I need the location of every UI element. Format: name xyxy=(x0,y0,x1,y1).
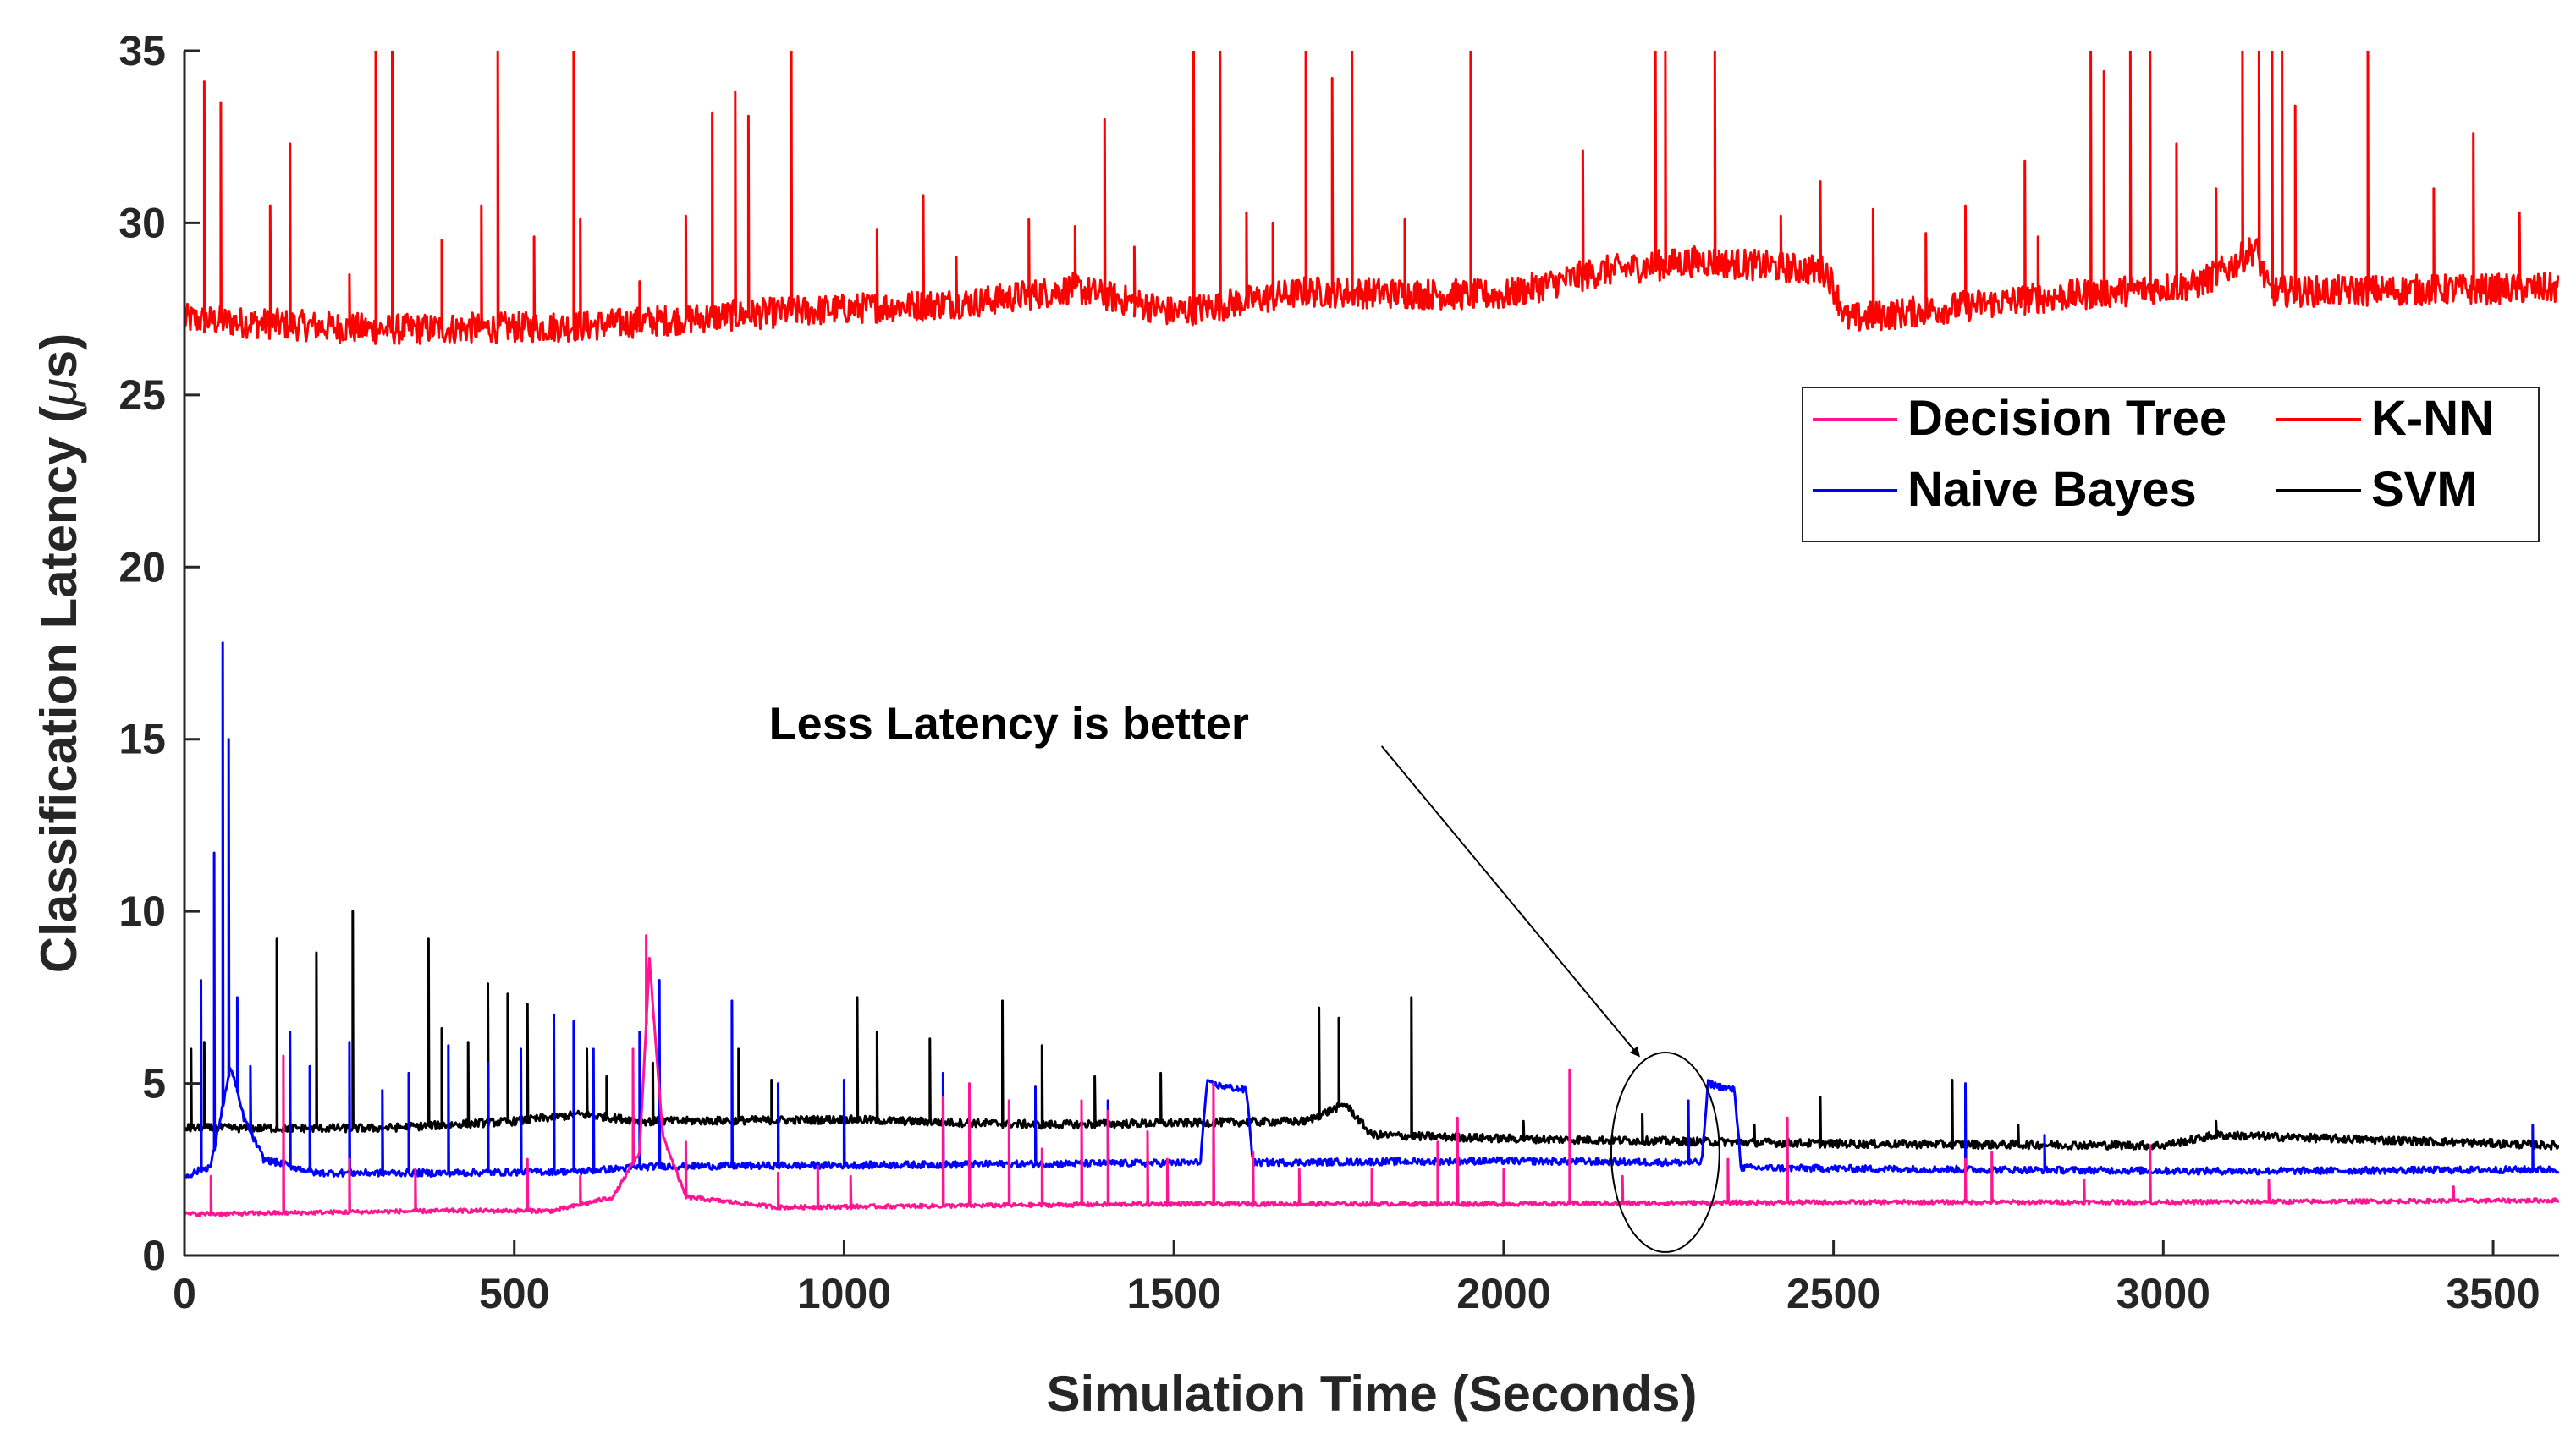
series-line-k-nn xyxy=(184,51,2559,345)
plot-area xyxy=(184,51,2559,1217)
y-tick-label: 25 xyxy=(118,371,166,419)
x-tick-label: 3500 xyxy=(2446,1270,2540,1317)
legend-label-k-nn: K-NN xyxy=(2371,391,2494,446)
y-tick-label: 10 xyxy=(118,888,166,935)
y-tick-label: 5 xyxy=(142,1060,166,1107)
y-tick-label: 35 xyxy=(118,27,166,74)
series-line-naive-bayes xyxy=(184,641,2559,1179)
legend-label-naive-bayes: Naive Bayes xyxy=(1907,462,2197,517)
legend-label-decision-tree: Decision Tree xyxy=(1907,391,2226,446)
y-axis-title: Classification Latency (μs) xyxy=(30,333,87,973)
x-tick-label: 1500 xyxy=(1127,1270,1221,1317)
x-tick-label: 500 xyxy=(479,1270,549,1317)
legend: Decision Tree K-NN Naive Bayes SVM xyxy=(1802,387,2540,542)
y-tick-label: 15 xyxy=(118,716,166,763)
x-tick-label: 2000 xyxy=(1456,1270,1550,1317)
x-tick-label: 1000 xyxy=(797,1270,891,1317)
annotation-arrow xyxy=(1380,745,1640,1058)
y-tick-label: 20 xyxy=(118,543,166,591)
legend-label-svm: SVM xyxy=(2371,462,2478,517)
y-axis-title-symbol: μ xyxy=(30,378,87,408)
y-axis-title-suffix: s) xyxy=(30,333,87,378)
annotation-ellipse xyxy=(1610,1051,1720,1253)
x-tick-label: 2500 xyxy=(1786,1270,1880,1317)
annotation: Less Latency is better xyxy=(769,699,1720,1253)
x-tick-label: 3000 xyxy=(2116,1270,2210,1317)
annotation-text: Less Latency is better xyxy=(769,699,1249,750)
y-tick-label: 30 xyxy=(118,199,166,246)
axes: 0 500 1000 1500 2000 2500 3000 3500 0 5 10 15 20 25 30… xyxy=(118,27,2559,1317)
y-tick-label: 0 xyxy=(142,1232,166,1279)
y-axis-title-prefix: Classification Latency ( xyxy=(30,406,87,973)
legend-box xyxy=(1802,387,2540,542)
series-line-decision-tree xyxy=(184,934,2559,1217)
x-tick-label: 0 xyxy=(173,1270,196,1317)
x-axis-title: Simulation Time (Seconds) xyxy=(1046,1366,1697,1422)
